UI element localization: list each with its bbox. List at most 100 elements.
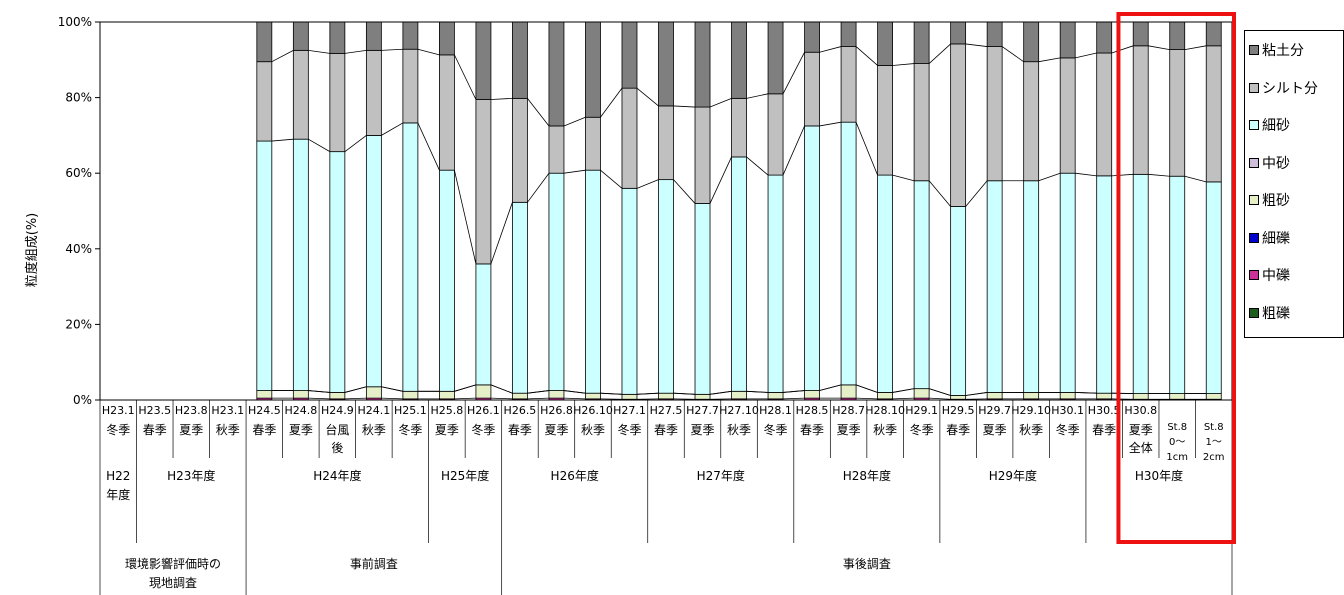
legend-label: シルト分	[1262, 80, 1318, 97]
fiscal-year-label: H23年度	[167, 468, 215, 483]
bar-segment	[475, 99, 492, 265]
fiscal-year-label: H22	[106, 469, 130, 483]
bar-segment	[548, 172, 565, 391]
bar-segment	[1205, 21, 1222, 47]
bar-segment	[1023, 21, 1040, 63]
bar-segment	[365, 386, 382, 399]
bar-segment	[767, 174, 784, 393]
bar-segment	[439, 390, 455, 400]
bar-segment	[548, 21, 565, 127]
y-tick-label: 40%	[65, 242, 92, 256]
bar-segment	[1205, 45, 1222, 183]
season-label: 冬季	[106, 422, 130, 437]
legend-item: 粗砂	[1249, 189, 1290, 211]
survey-group-label: 事後調査	[843, 557, 891, 571]
season-label: 春季	[143, 423, 167, 437]
bar-segment	[731, 21, 747, 99]
legend-label: 中礫	[1262, 268, 1290, 284]
y-tick-label: 0%	[73, 393, 92, 407]
bar-segment	[439, 54, 455, 171]
series-boundary-line	[271, 397, 1207, 400]
bar-segment	[986, 46, 1003, 182]
bar-segment	[1132, 45, 1149, 175]
bar-segment	[767, 21, 784, 95]
season-label: 春季	[800, 423, 824, 437]
bar-segment	[694, 21, 711, 108]
survey-group-label: 環境影響評価時の	[125, 556, 221, 571]
legend-label: 細砂	[1262, 118, 1290, 134]
legend-swatch	[1249, 82, 1259, 93]
bar-segment	[585, 392, 601, 400]
legend-swatch	[1249, 45, 1259, 55]
date-label: H28.7	[832, 404, 865, 417]
season-label: St.8	[1167, 422, 1187, 433]
plot-area-frame	[99, 21, 1233, 401]
bar-segment	[731, 97, 747, 158]
season-label: 夏季	[691, 423, 715, 437]
bar-segment	[731, 390, 747, 400]
bar-segment	[621, 187, 638, 395]
legend-item: 細砂	[1249, 114, 1290, 136]
season-label: 冬季	[910, 422, 934, 437]
bar-segment	[1023, 61, 1040, 182]
bar-segment	[1132, 393, 1149, 400]
bar-segment	[512, 21, 528, 99]
bar-segment	[585, 116, 601, 171]
bar-segment	[329, 392, 346, 400]
bar-segment	[1169, 393, 1186, 400]
season-label: 夏季	[435, 423, 459, 437]
date-label: H27.1	[613, 404, 646, 417]
bar-segment	[658, 105, 674, 181]
date-label: H23.8	[175, 404, 208, 417]
bar-segment	[256, 61, 273, 142]
bar-segment	[913, 388, 930, 399]
season-label: 全体	[1129, 440, 1153, 455]
bar-segment	[950, 43, 967, 207]
bar-segment	[804, 21, 820, 53]
bar-segment	[329, 151, 346, 393]
date-label: H28.10	[865, 404, 905, 417]
bar-segment	[804, 125, 820, 391]
y-tick-label: 80%	[65, 91, 92, 105]
bar-segment	[439, 169, 455, 392]
category-table: H23.1 冬季 H23.5 春季 H23.8 夏季 H23.1 秋季 H24.5 春季 H24.8…	[99, 400, 1233, 595]
legend-swatch	[1249, 307, 1259, 318]
fiscal-year-label: H27年度	[697, 468, 745, 483]
bar-segment	[621, 393, 638, 400]
season-label: 秋季	[1019, 423, 1043, 437]
bar-segment	[658, 392, 674, 400]
bar-segment	[840, 21, 857, 47]
date-label: H27.5	[650, 404, 683, 417]
stacked-bars	[256, 21, 1222, 401]
bar-segment	[585, 21, 601, 118]
date-label: H23.1	[102, 404, 135, 417]
date-label: H30.1	[1051, 404, 1084, 417]
season-label: 秋季	[873, 423, 897, 437]
bar-segment	[329, 21, 346, 54]
season-label: 1〜	[1206, 437, 1222, 448]
bar-segment	[475, 263, 492, 386]
bar-segment	[1023, 180, 1040, 393]
y-axis-label: 粒度組成(%)	[24, 213, 40, 288]
bar-segment	[950, 206, 967, 396]
legend-item: 中礫	[1249, 264, 1290, 286]
bar-segment	[292, 138, 309, 391]
bar-segment	[256, 140, 273, 391]
fiscal-year-label: H24年度	[313, 468, 361, 483]
bar-segment	[694, 203, 711, 395]
season-label: 秋季	[727, 423, 751, 437]
bar-segment	[1059, 21, 1076, 59]
season-label: 秋季	[362, 423, 386, 437]
bar-segment	[1132, 173, 1149, 394]
date-label: H29.5	[942, 404, 975, 417]
bar-segment	[329, 52, 346, 153]
survey-group-label: 現地調査	[149, 576, 197, 590]
bar-segment	[548, 125, 565, 174]
bar-segment	[365, 21, 382, 51]
y-axis: 0% 20% 40% 60% 80% 100%	[58, 15, 100, 407]
date-label: H25.8	[431, 404, 464, 417]
bar-segment	[767, 93, 784, 176]
date-label: H28.1	[759, 404, 792, 417]
bar-segment	[1205, 393, 1222, 400]
bar-segment	[621, 21, 638, 89]
